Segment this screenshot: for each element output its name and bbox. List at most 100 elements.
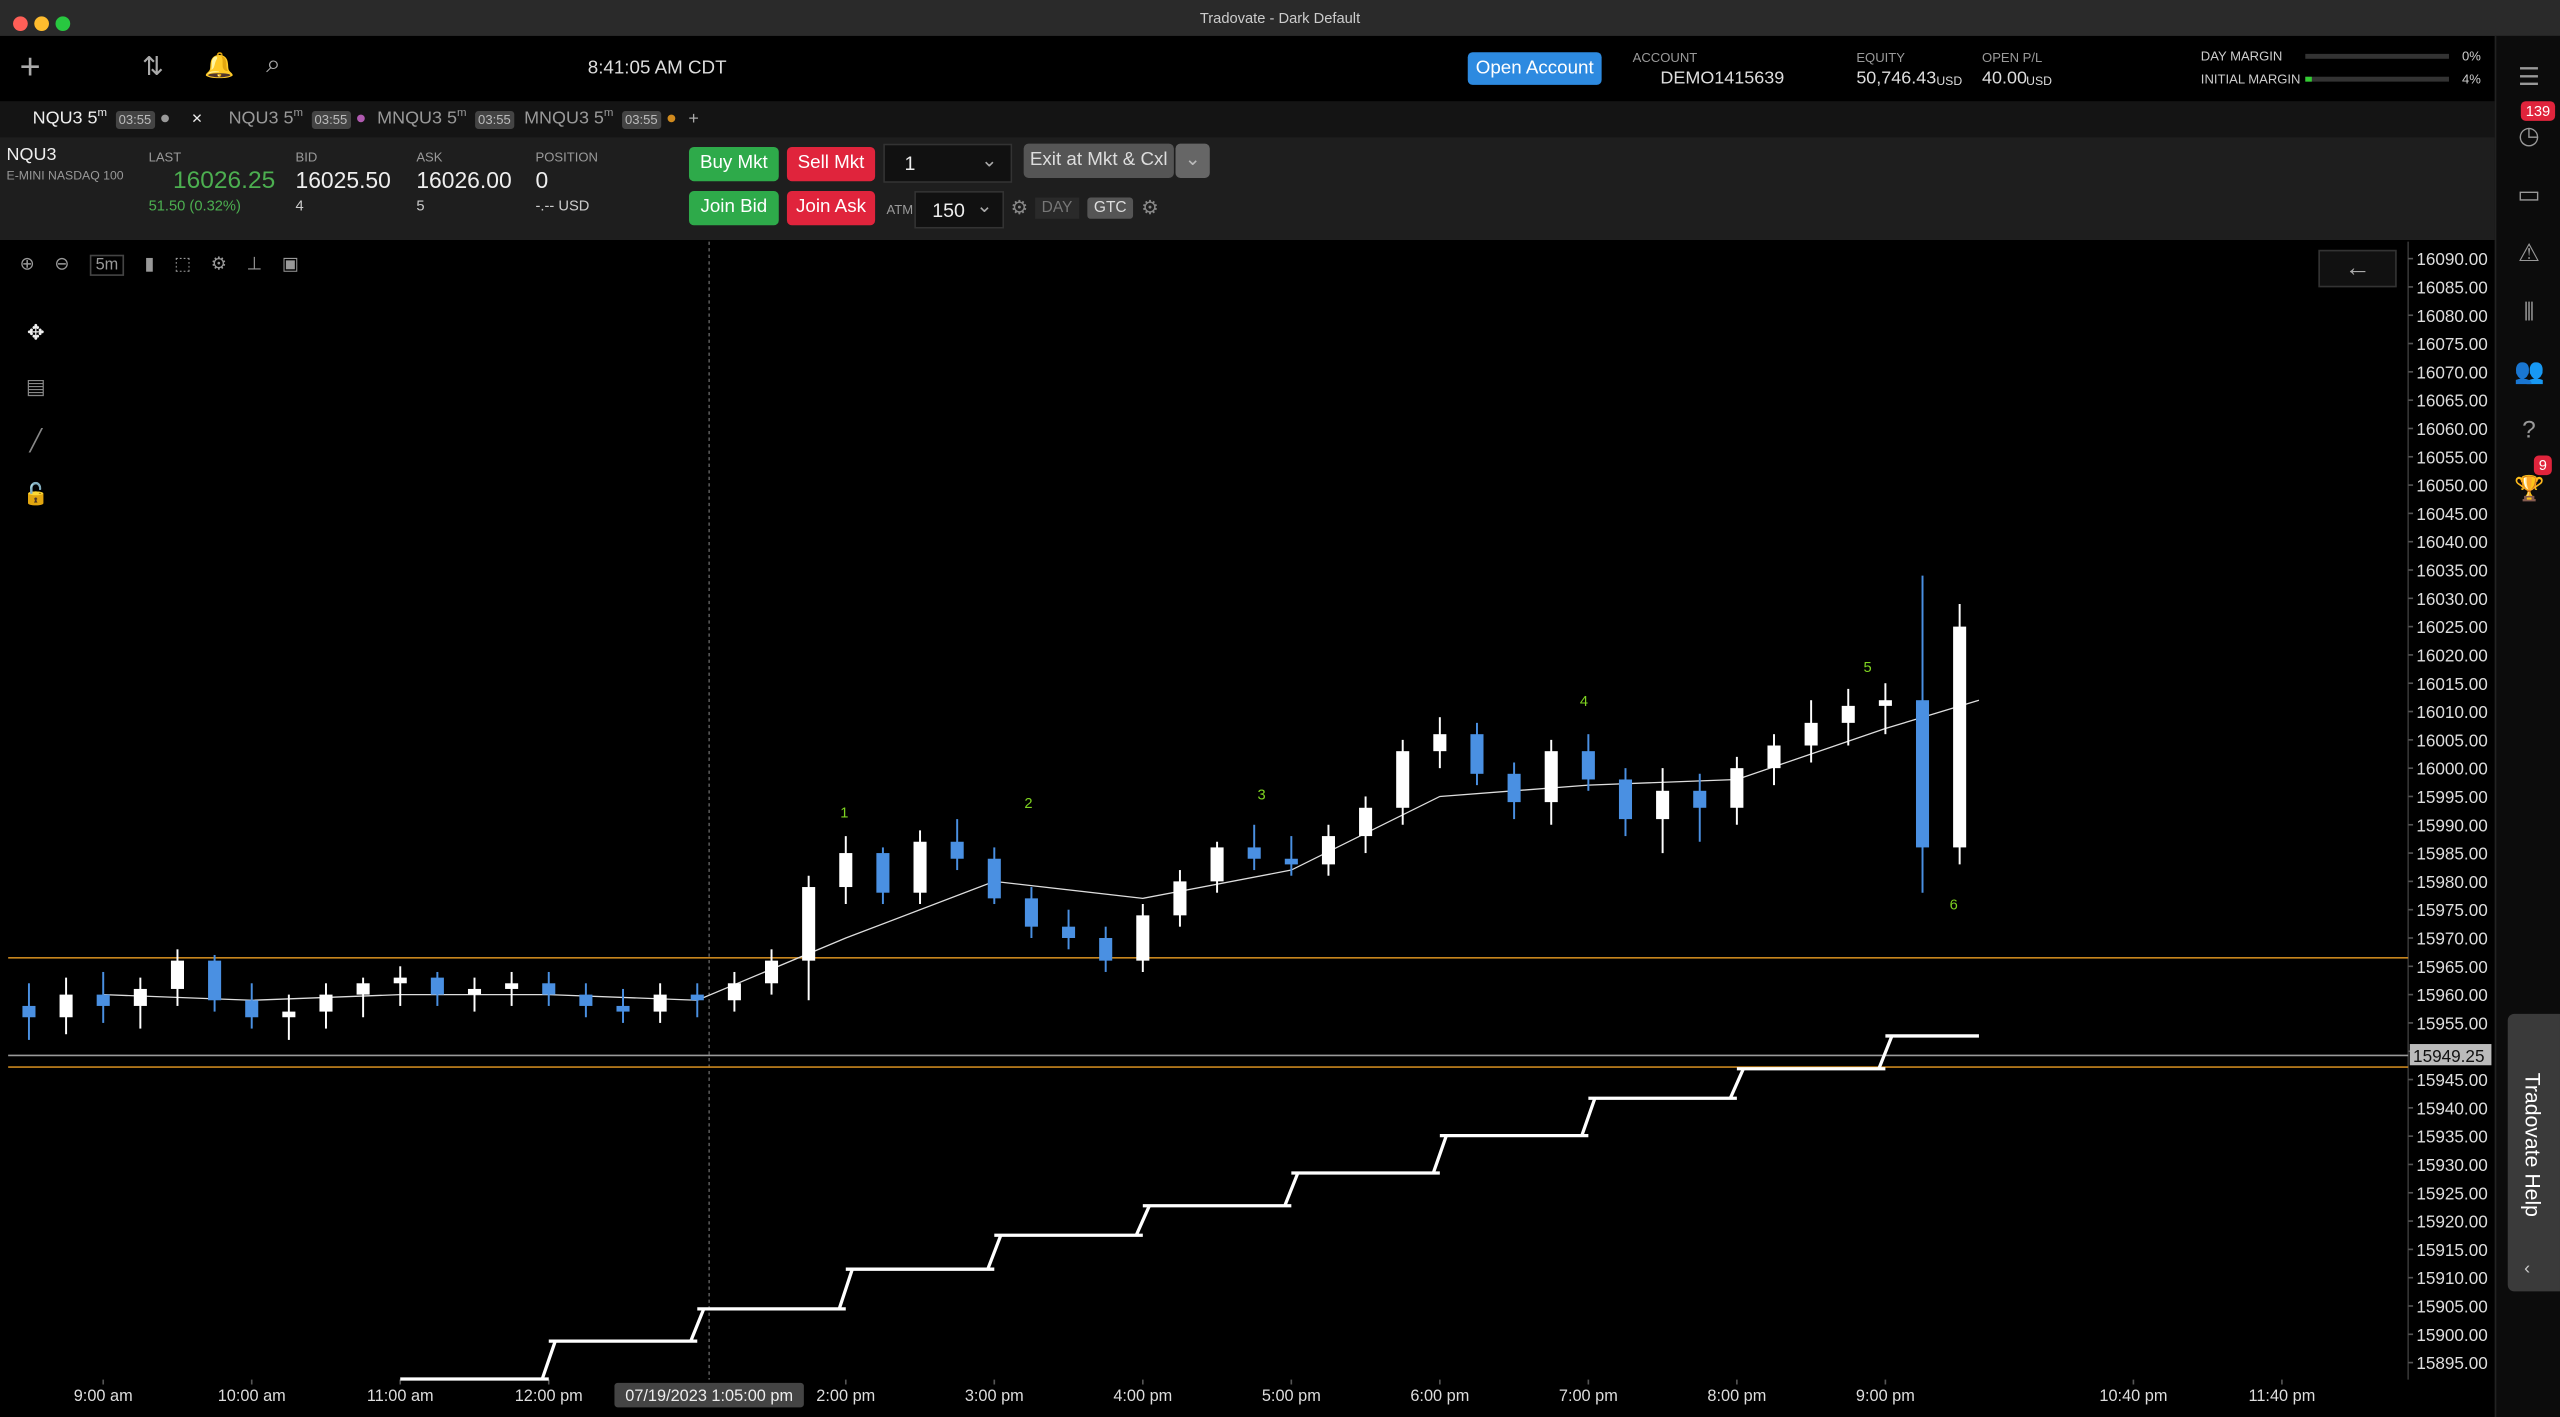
tab[interactable]: NQU3 5m 03:55 ●	[228, 107, 367, 129]
moving-average	[103, 699, 1980, 1001]
candle-body	[802, 887, 816, 961]
y-tick-label: 15940.00	[2416, 1098, 2487, 1118]
back-button[interactable]: ←	[2318, 249, 2397, 288]
candle-body	[1507, 773, 1521, 803]
position-label: POSITION	[535, 150, 598, 165]
candle-body	[1581, 751, 1595, 780]
y-tick-label: 16020.00	[2416, 645, 2487, 665]
quantity-select[interactable]: 1 ⌄	[883, 143, 1013, 183]
chart-toolbar[interactable]: ⊕ ⊖ 5m ▮ ⬚ ⚙ ⊥ ▣	[19, 254, 299, 276]
tif-settings[interactable]: ⚙	[1141, 195, 1159, 219]
step-riser	[540, 1340, 557, 1380]
last-price: 16026.25	[173, 166, 276, 195]
candle-body	[96, 994, 110, 1006]
tab-timer: 03:55	[474, 110, 515, 129]
bid-size: 4	[295, 197, 304, 214]
candle-body	[579, 994, 593, 1006]
y-tick-label: 15935.00	[2416, 1127, 2487, 1147]
exit-button[interactable]: Exit at Mkt & Cxl	[1023, 143, 1174, 178]
sell-market-button[interactable]: Sell Mkt	[786, 146, 876, 182]
y-tick-label: 15945.00	[2416, 1070, 2487, 1090]
window-buttons[interactable]	[13, 10, 71, 39]
y-tick-label: 16015.00	[2416, 674, 2487, 694]
candle-body	[170, 960, 185, 989]
y-tick-label: 16010.00	[2416, 702, 2487, 722]
add-button[interactable]: +	[19, 45, 41, 87]
y-tick-label: 16065.00	[2416, 391, 2487, 411]
crosshair-label: 07/19/2023 1:05:00 pm	[625, 1387, 793, 1405]
step-riser	[986, 1234, 1003, 1270]
x-tick-label: 8:00 pm	[1707, 1387, 1766, 1405]
price-level-label: 15949.25	[2413, 1046, 2484, 1066]
candle-body	[1433, 734, 1447, 752]
alerts-icon[interactable]: 🔔	[204, 52, 235, 80]
y-tick-label: 16035.00	[2416, 561, 2487, 581]
candle-body	[393, 977, 407, 984]
y-tick-label: 15970.00	[2416, 929, 2487, 949]
change: 51.50 (0.32%)	[148, 197, 241, 214]
open-account-button[interactable]: Open Account	[1467, 52, 1602, 85]
orders-icon[interactable]: ⇅	[142, 53, 164, 82]
buy-market-button[interactable]: Buy Mkt	[688, 146, 779, 182]
day-toggle[interactable]: DAY	[1035, 197, 1079, 219]
tab[interactable]: MNQU3 5m 03:55 ● +	[524, 107, 699, 129]
x-tick-label: 9:00 pm	[1856, 1387, 1915, 1405]
y-tick-label: 15900.00	[2416, 1325, 2487, 1345]
ask-label: ASK	[416, 150, 443, 165]
tab-bar	[0, 101, 2495, 138]
y-tick-label: 15895.00	[2416, 1353, 2487, 1373]
candle-body	[1396, 751, 1410, 808]
atm-select[interactable]: 150 ⌄	[914, 191, 1005, 229]
candle-body	[913, 841, 927, 893]
tab-name: NQU3 5	[228, 108, 294, 129]
candle-body	[987, 858, 1001, 899]
pl-label: OPEN P/L	[1982, 50, 2043, 66]
gtc-toggle[interactable]: GTC	[1087, 197, 1134, 219]
open-pl: 40.00	[1982, 68, 2027, 89]
y-tick-label: 15955.00	[2416, 1013, 2487, 1033]
atm-settings[interactable]: ⚙	[1010, 195, 1029, 219]
atm-label: ATM	[886, 202, 914, 218]
y-tick-label: 15915.00	[2416, 1240, 2487, 1260]
y-tick-label: 16045.00	[2416, 504, 2487, 524]
interval[interactable]: 5m	[89, 254, 125, 276]
candle-body	[467, 988, 482, 995]
bid: 16025.50	[295, 166, 391, 193]
tab[interactable]: NQU3 5m 03:55 ● ×	[32, 107, 203, 129]
candle-body	[542, 983, 556, 995]
step-riser	[689, 1308, 706, 1342]
candle-body	[430, 977, 444, 995]
sidebar-icons[interactable]: ☰ ◷ ▭ ⚠ ⫴ 👥? 🏆	[2514, 63, 2545, 503]
search-icon[interactable]: ⌕	[266, 50, 281, 79]
step-riser	[1283, 1172, 1300, 1207]
y-tick-label: 16080.00	[2416, 306, 2487, 326]
candle-body	[1321, 836, 1335, 865]
account-select[interactable]: DEMO1415639	[1660, 68, 1785, 89]
bar-count-label: 3	[1258, 787, 1266, 803]
tab-sup: m	[293, 107, 304, 120]
clock: 8:41:05 AM CDT	[587, 58, 727, 79]
tab-name: NQU3 5	[32, 108, 98, 129]
candle-body	[208, 960, 222, 1001]
tab[interactable]: MNQU3 5m 03:55	[377, 108, 515, 129]
day-margin-bar	[2305, 53, 2449, 59]
y-tick-label: 16090.00	[2416, 249, 2487, 269]
step-riser	[837, 1268, 854, 1310]
y-tick-label: 15905.00	[2416, 1297, 2487, 1317]
candle-body	[690, 994, 704, 1001]
y-tick-label: 15930.00	[2416, 1155, 2487, 1175]
join-bid-button[interactable]: Join Bid	[688, 191, 779, 226]
y-tick-label: 16060.00	[2416, 419, 2487, 439]
join-ask-button[interactable]: Join Ask	[786, 191, 876, 226]
help-tab[interactable]: Tradovate Help ‹	[2507, 1013, 2560, 1292]
exit-dropdown[interactable]: ⌄	[1175, 143, 1210, 178]
y-tick-label: 16040.00	[2416, 532, 2487, 552]
step-riser	[1580, 1097, 1597, 1137]
price-chart: 15895.00 15900.00 15905.00 15910.00 15915.00…	[8, 241, 2492, 1408]
drawing-tools[interactable]: ✥ ▤ ╱ 🔓	[22, 319, 50, 507]
initial-margin: 4%	[2462, 71, 2481, 87]
x-tick-label: 10:40 pm	[2099, 1387, 2167, 1405]
trophy-badge: 9	[2533, 455, 2552, 476]
tab-timer: 03:55	[621, 110, 661, 129]
